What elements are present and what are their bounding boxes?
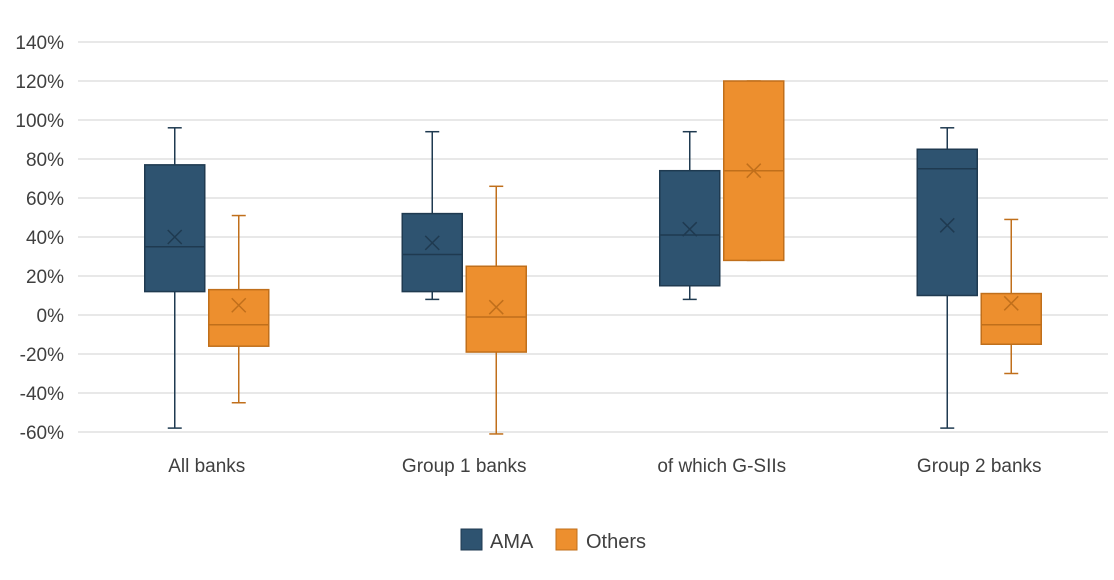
mean-marker bbox=[682, 221, 698, 237]
iqr-box bbox=[916, 148, 978, 297]
mean-marker bbox=[1003, 295, 1019, 311]
box-others-of-which-g-siis bbox=[723, 80, 785, 262]
legend-swatch-ama bbox=[460, 528, 483, 551]
y-tick-label: 140% bbox=[15, 33, 64, 54]
box-ama-group-2-banks bbox=[916, 127, 978, 429]
iqr-box bbox=[465, 265, 527, 353]
box-others-group-2-banks bbox=[980, 218, 1042, 375]
y-tick-label: 120% bbox=[15, 72, 64, 93]
gridlines bbox=[78, 41, 1108, 433]
x-axis-category-labels: All banks Group 1 banks of which G-SIIs Gro… bbox=[168, 456, 1041, 477]
box-others-group-1-banks bbox=[465, 185, 527, 435]
y-tick-label: -40% bbox=[20, 384, 64, 405]
mean-marker bbox=[488, 299, 504, 315]
iqr-box bbox=[980, 292, 1042, 345]
mean-marker bbox=[167, 229, 183, 245]
mean-marker bbox=[424, 235, 440, 251]
category-label-group-1-banks: Group 1 banks bbox=[402, 456, 527, 477]
box-ama-group-1-banks bbox=[401, 130, 463, 301]
mean-marker bbox=[939, 217, 955, 233]
box-ama-of-which-g-siis bbox=[659, 130, 721, 301]
legend-label-ama: AMA bbox=[490, 531, 534, 553]
iqr-box bbox=[401, 212, 463, 293]
y-tick-label: 40% bbox=[26, 228, 64, 249]
legend-label-others: Others bbox=[586, 531, 646, 553]
y-tick-label: 80% bbox=[26, 150, 64, 171]
y-tick-label: 0% bbox=[37, 306, 65, 327]
legend: AMA Others bbox=[460, 528, 646, 553]
category-label-all-banks: All banks bbox=[168, 456, 245, 477]
y-tick-label: 100% bbox=[15, 111, 64, 132]
mean-marker bbox=[746, 163, 762, 179]
legend-swatch-others bbox=[555, 528, 578, 551]
mean-marker bbox=[231, 297, 247, 313]
y-tick-label: -20% bbox=[20, 345, 64, 366]
y-tick-label: 60% bbox=[26, 189, 64, 210]
iqr-box bbox=[208, 288, 270, 347]
category-label-of-which-g-siis: of which G-SIIs bbox=[657, 456, 786, 477]
box-ama-all-banks bbox=[144, 127, 206, 429]
category-label-group-2-banks: Group 2 banks bbox=[917, 456, 1042, 477]
y-tick-label: -60% bbox=[20, 423, 64, 444]
y-tick-label: 20% bbox=[26, 267, 64, 288]
box-others-all-banks bbox=[208, 214, 270, 404]
y-axis-tick-labels: -60% -40% -20% 0% 20% 40% 60% 80% 100% 120% 140% bbox=[15, 33, 64, 444]
iqr-box bbox=[144, 164, 206, 293]
box-series bbox=[144, 80, 1042, 435]
